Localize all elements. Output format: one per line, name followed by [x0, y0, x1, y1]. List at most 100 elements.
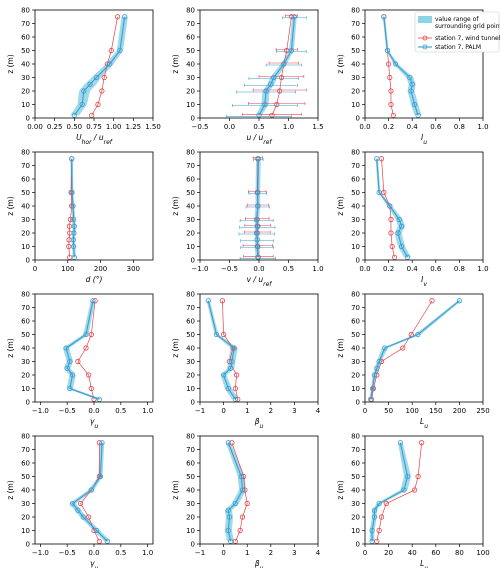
x-tick-label: 1.00: [106, 123, 122, 131]
legend-palm-label: station 7, PALM: [435, 44, 481, 51]
x-tick-label: 200: [94, 265, 107, 273]
y-tick-label: 70: [21, 446, 30, 454]
data-point-palm: [117, 47, 123, 54]
data-point-palm: [232, 500, 238, 507]
y-tick-label: 80: [186, 149, 195, 157]
data-point-palm: [376, 189, 382, 196]
x-tick-label: 3: [292, 407, 296, 415]
data-point-palm: [393, 61, 399, 67]
y-tick-label: 80: [21, 291, 30, 299]
data-point-palm: [69, 372, 76, 378]
data-point-palm: [71, 230, 77, 236]
x-tick-label: −0.5: [221, 265, 238, 273]
data-point-palm: [94, 527, 100, 534]
data-point-wind-tunnel: [274, 101, 280, 108]
y-tick-label: 60: [351, 34, 360, 42]
x-tick-label: 0.00: [27, 123, 43, 131]
x-tick-label: 1: [245, 407, 249, 415]
x-tick-label: 1.0: [142, 549, 153, 557]
y-tick-label: 40: [186, 487, 195, 495]
data-point-wind-tunnel: [415, 473, 421, 480]
data-point-palm: [288, 47, 295, 54]
panel-7: −1.0 −0.5 0.0 0.5 1.0 0 10 20 30 40 50 60 70 80 γu z (m…: [6, 291, 154, 430]
y-tick-label: 50: [21, 331, 30, 339]
y-tick-label: 10: [351, 101, 360, 109]
y-tick-label: 50: [21, 473, 30, 481]
data-point-palm: [122, 14, 128, 20]
x-tick-label: 1.0: [477, 265, 488, 273]
data-point-palm: [205, 298, 211, 304]
x-tick-label: 100: [61, 265, 74, 273]
data-point-palm: [226, 514, 233, 520]
y-tick-label: 60: [21, 34, 30, 42]
y-tick-label: 80: [21, 7, 30, 15]
data-point-palm: [369, 385, 376, 392]
x-tick-label: 1.0: [312, 265, 323, 273]
data-point-wind-tunnel: [108, 47, 114, 54]
y-tick-label: 20: [21, 230, 30, 238]
legend-band-swatch: [418, 16, 432, 23]
data-point-wind-tunnel: [278, 74, 285, 81]
data-point-palm: [225, 527, 231, 534]
data-point-palm: [90, 298, 96, 304]
panel-9: 0 50 100 150 200 250 0 10 20 30 40 50 60 70 80 Lu z (m): [336, 291, 490, 430]
x-tick-label: 2: [269, 549, 273, 557]
data-point-palm: [382, 345, 388, 351]
y-tick-label: 30: [21, 216, 30, 224]
data-point-wind-tunnel: [288, 14, 295, 20]
data-point-palm: [69, 156, 75, 162]
y-tick-label: 30: [351, 500, 360, 508]
y-tick-label: 0: [356, 115, 360, 123]
data-point-palm: [415, 331, 421, 338]
y-tick-label: 20: [21, 88, 30, 96]
data-point-palm: [404, 254, 411, 260]
y-tick-label: 60: [186, 460, 195, 468]
y-tick-label: 30: [21, 358, 30, 366]
data-point-wind-tunnel: [400, 345, 406, 351]
data-point-palm: [70, 203, 76, 209]
x-tick-label: 40: [408, 549, 417, 557]
y-axis-label: z (m): [336, 54, 345, 74]
y-axis-label: z (m): [171, 480, 180, 500]
y-tick-label: 50: [351, 189, 360, 197]
y-tick-label: 0: [26, 257, 30, 265]
y-tick-label: 60: [186, 176, 195, 184]
y-tick-label: 20: [186, 372, 195, 380]
x-tick-label: 2: [269, 407, 273, 415]
data-point-palm: [397, 440, 403, 446]
data-point-wind-tunnel: [391, 254, 398, 260]
data-point-palm: [384, 47, 391, 54]
x-tick-label: 1.50: [145, 123, 161, 131]
data-point-wind-tunnel: [419, 440, 425, 446]
data-point-palm: [263, 88, 269, 94]
legend-wind-tunnel-marker: [422, 35, 428, 41]
data-point-palm: [93, 74, 99, 81]
data-point-wind-tunnel: [232, 385, 238, 392]
y-tick-label: 20: [351, 372, 360, 380]
data-point-palm: [387, 203, 393, 209]
value-range-band: [62, 300, 103, 400]
x-tick-label: −1.0: [192, 265, 209, 273]
x-tick-label: 0.25: [47, 123, 63, 131]
y-tick-label: 10: [186, 101, 195, 109]
legend-band-label: value range of surrounding grid points: [435, 16, 500, 30]
data-point-palm: [411, 101, 418, 108]
y-axis-label: z (m): [171, 196, 180, 216]
data-point-wind-tunnel: [99, 88, 105, 94]
data-point-palm: [81, 88, 87, 94]
data-point-palm: [225, 385, 231, 392]
y-tick-label: 80: [351, 291, 360, 299]
y-axis-label: z (m): [6, 196, 15, 216]
y-tick-label: 60: [351, 318, 360, 326]
plot-frame: [199, 9, 319, 119]
y-tick-label: 80: [351, 433, 360, 441]
x-tick-label: 4: [316, 549, 321, 557]
y-tick-label: 10: [351, 527, 360, 535]
plot-frame: [34, 9, 154, 119]
y-tick-label: 70: [351, 446, 360, 454]
plot-frame: [364, 293, 484, 403]
x-tick-label: 0.2: [383, 265, 394, 273]
y-tick-label: 80: [186, 433, 195, 441]
